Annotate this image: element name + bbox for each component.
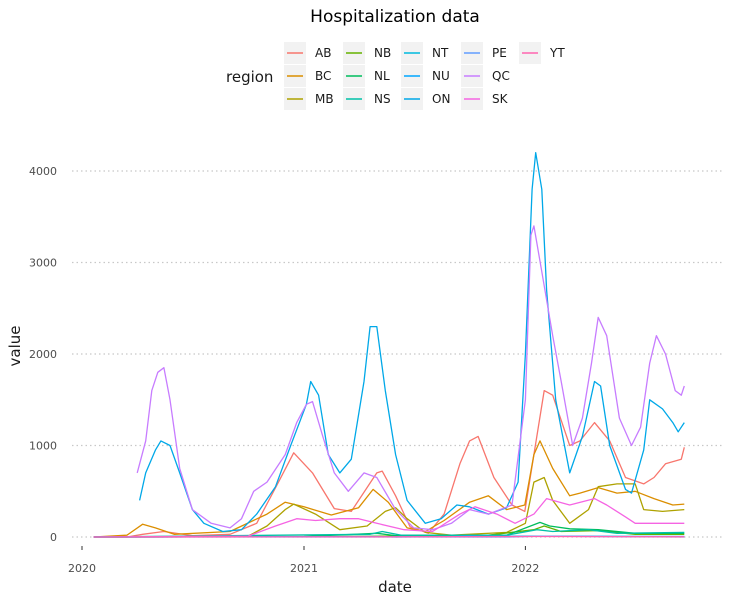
legend-label: AB	[315, 46, 331, 60]
legend-label: NB	[374, 46, 391, 60]
x-tick-label: 2021	[290, 562, 318, 575]
legend-label: NU	[432, 69, 450, 83]
y-tick-label: 3000	[29, 257, 57, 270]
legend-label: NL	[374, 69, 390, 83]
series-line-yt	[93, 535, 685, 538]
x-axis-title: date	[378, 578, 412, 596]
legend-label: PE	[492, 46, 507, 60]
y-tick-label: 1000	[29, 440, 57, 453]
y-tick-label: 0	[50, 531, 57, 544]
series-layer	[93, 152, 685, 538]
x-axis: 2020 2021 2022	[68, 546, 539, 575]
y-tick-label: 4000	[29, 165, 57, 178]
legend-label: NT	[432, 46, 449, 60]
series-line-mb	[93, 476, 685, 538]
series-line-bc	[93, 440, 685, 538]
legend-label: BC	[315, 69, 331, 83]
legend-label: YT	[549, 46, 565, 60]
legend-label: NS	[374, 92, 391, 106]
series-line-ab	[93, 389, 685, 538]
y-tick-label: 2000	[29, 348, 57, 361]
series-line-ns	[93, 529, 685, 538]
chart-title: Hospitalization data	[310, 7, 480, 27]
series-line-qc	[136, 225, 685, 531]
y-axis: 0 1000 2000 3000 4000	[29, 165, 57, 544]
legend: region AB BC MB NB NL NS NT NU ON PE QC SK YT	[226, 42, 565, 110]
y-axis-title: value	[6, 326, 24, 367]
grid	[72, 170, 722, 538]
legend-label: SK	[492, 92, 509, 106]
x-tick-label: 2020	[68, 562, 96, 575]
series-line-nl	[93, 521, 685, 538]
legend-label: QC	[492, 69, 510, 83]
legend-title: region	[226, 68, 273, 86]
series-line-sk	[93, 497, 685, 538]
legend-label: ON	[432, 92, 450, 106]
legend-label: MB	[315, 92, 334, 106]
series-line-on	[138, 152, 685, 533]
x-tick-label: 2022	[511, 562, 539, 575]
